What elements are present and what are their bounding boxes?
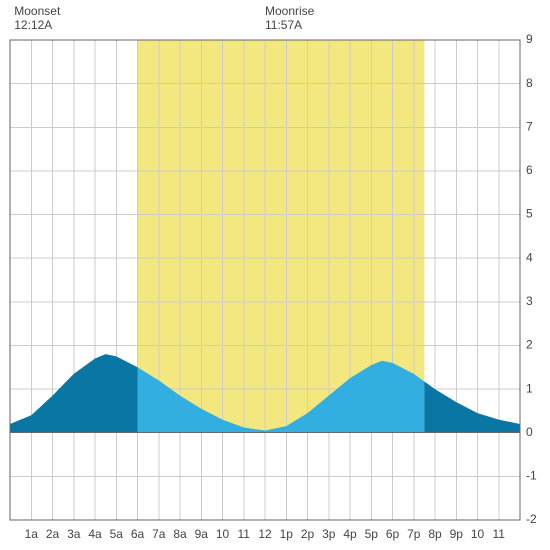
x-tick-label: 4a <box>88 527 102 541</box>
x-tick-label: 8a <box>173 527 187 541</box>
y-tick-label: 0 <box>526 425 533 439</box>
y-tick-label: 2 <box>526 338 533 352</box>
chart-canvas: -2-101234567891a2a3a4a5a6a7a8a9a1011121p… <box>0 0 550 550</box>
x-tick-label: 9a <box>195 527 209 541</box>
x-tick-label: 12 <box>258 527 272 541</box>
y-tick-label: 7 <box>526 119 533 133</box>
y-tick-label: 4 <box>526 250 533 264</box>
x-tick-label: 10 <box>471 527 485 541</box>
y-tick-label: 9 <box>526 32 533 46</box>
x-tick-label: 5p <box>365 527 379 541</box>
annotation-title: Moonset <box>14 4 60 18</box>
y-tick-label: 6 <box>526 163 533 177</box>
moonrise-label: Moonrise11:57A <box>265 4 314 33</box>
x-tick-label: 3a <box>67 527 81 541</box>
x-tick-label: 3p <box>322 527 336 541</box>
x-tick-label: 6a <box>131 527 145 541</box>
tide-chart: -2-101234567891a2a3a4a5a6a7a8a9a1011121p… <box>0 0 550 550</box>
y-tick-label: 1 <box>526 381 533 395</box>
x-tick-label: 2p <box>301 527 315 541</box>
x-tick-label: 11 <box>493 527 506 541</box>
x-tick-label: 5a <box>110 527 124 541</box>
x-tick-label: 4p <box>343 527 357 541</box>
x-tick-label: 7a <box>152 527 166 541</box>
annotation-time: 12:12A <box>14 18 60 32</box>
x-tick-label: 8p <box>428 527 442 541</box>
x-tick-label: 7p <box>407 527 421 541</box>
annotation-time: 11:57A <box>265 18 314 32</box>
y-tick-label: 5 <box>526 207 533 221</box>
y-tick-label: 8 <box>526 76 533 90</box>
moonset-label: Moonset12:12A <box>14 4 60 33</box>
annotation-title: Moonrise <box>265 4 314 18</box>
y-tick-label: -2 <box>526 512 537 526</box>
x-tick-label: 2a <box>46 527 60 541</box>
y-tick-label: -1 <box>526 469 537 483</box>
x-tick-label: 11 <box>238 527 251 541</box>
x-tick-label: 6p <box>386 527 400 541</box>
y-tick-label: 3 <box>526 294 533 308</box>
x-tick-label: 1p <box>280 527 294 541</box>
x-tick-label: 1a <box>25 527 39 541</box>
x-tick-label: 9p <box>450 527 464 541</box>
x-tick-label: 10 <box>216 527 230 541</box>
